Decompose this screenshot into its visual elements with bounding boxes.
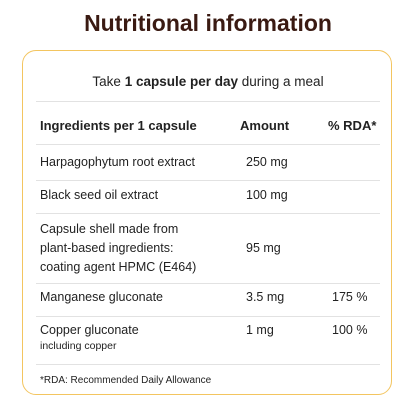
divider bbox=[36, 283, 380, 284]
ingredient-name: Manganese gluconate bbox=[40, 290, 164, 304]
column-header: % RDA* bbox=[328, 118, 377, 133]
amount: 100 mg bbox=[246, 188, 288, 202]
divider bbox=[36, 213, 380, 214]
title: Nutritional information bbox=[84, 10, 332, 36]
divider bbox=[36, 144, 380, 145]
amount: 1 mg bbox=[246, 323, 274, 337]
intro-text: Take bbox=[92, 74, 125, 89]
amount: 95 mg bbox=[246, 241, 281, 255]
rda: 175 % bbox=[332, 290, 368, 304]
amount: 3.5 mg bbox=[246, 290, 285, 304]
ingredient-name: Capsule shell made from bbox=[40, 222, 179, 236]
divider bbox=[36, 316, 380, 317]
ingredient-note: including copper bbox=[40, 340, 117, 352]
divider bbox=[36, 364, 380, 365]
ingredient-name: Harpagophytum root extract bbox=[40, 155, 195, 169]
intro-text: during a meal bbox=[238, 74, 324, 89]
amount: 250 mg bbox=[246, 155, 288, 169]
ingredient-name: Copper gluconate bbox=[40, 323, 139, 337]
footnote: *RDA: Recommended Daily Allowance bbox=[40, 375, 212, 386]
column-header: Ingredients per 1 capsule bbox=[40, 118, 197, 133]
ingredient-name: coating agent HPMC (E464) bbox=[40, 260, 197, 274]
ingredient-name: Black seed oil extract bbox=[40, 188, 159, 202]
divider bbox=[36, 180, 380, 181]
ingredient-name: plant-based ingredients: bbox=[40, 241, 174, 255]
divider bbox=[36, 101, 380, 102]
column-header: Amount bbox=[240, 118, 290, 133]
intro: Take 1 capsule per day during a meal bbox=[0, 74, 416, 89]
intro-bold: 1 capsule per day bbox=[124, 74, 239, 89]
rda: 100 % bbox=[332, 323, 368, 337]
card bbox=[22, 50, 392, 395]
